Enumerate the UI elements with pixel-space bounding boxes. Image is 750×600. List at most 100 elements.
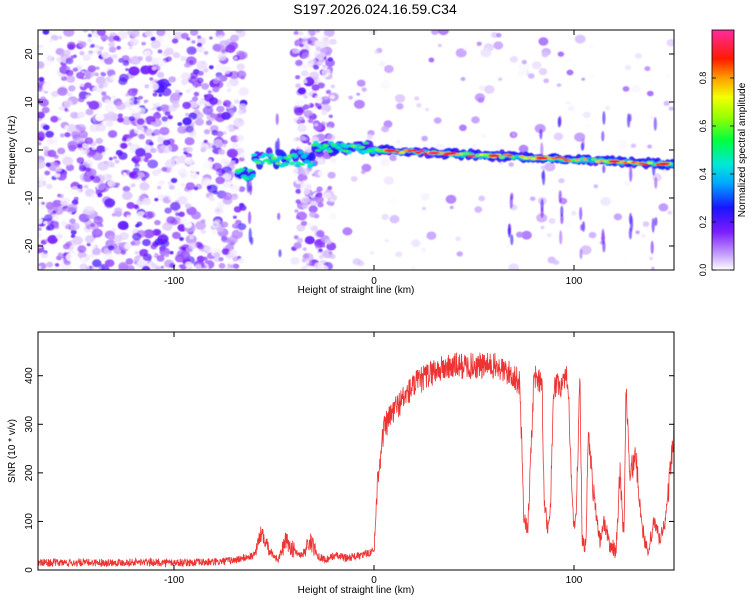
heatmap-cell bbox=[90, 223, 95, 228]
heatmap-cell bbox=[323, 95, 329, 100]
heatmap-cell bbox=[328, 114, 333, 119]
heatmap-cell bbox=[157, 234, 169, 244]
heatmap-cell bbox=[201, 83, 210, 90]
heatmap-cell bbox=[105, 259, 115, 267]
heatmap-cell bbox=[186, 46, 197, 55]
heatmap-cell bbox=[238, 87, 249, 96]
heatmap-cell bbox=[53, 224, 60, 230]
heatmap-cell bbox=[293, 235, 299, 240]
heatmap-cell bbox=[301, 52, 310, 59]
heatmap-cell bbox=[305, 110, 313, 117]
heatmap-cell bbox=[542, 169, 546, 186]
heatmap-cell bbox=[122, 191, 133, 201]
heatmap-cell bbox=[534, 123, 546, 134]
heatmap-cell bbox=[117, 220, 129, 230]
heatmap-cell bbox=[214, 219, 221, 225]
heatmap-cell bbox=[144, 128, 154, 136]
heatmap-cell bbox=[83, 159, 94, 169]
heatmap-cell bbox=[323, 144, 329, 147]
heatmap-cell bbox=[226, 148, 238, 158]
heatmap-cell bbox=[617, 140, 628, 149]
heatmap-cell bbox=[46, 261, 54, 268]
heatmap-cell bbox=[316, 186, 323, 192]
heatmap-cell bbox=[290, 257, 300, 265]
heatmap-cell bbox=[185, 234, 197, 244]
heatmap-cell bbox=[66, 41, 76, 50]
heatmap-cell bbox=[356, 79, 366, 87]
heatmap-cell bbox=[77, 184, 83, 190]
heatmap-cell bbox=[196, 42, 203, 47]
heatmap-cell bbox=[558, 190, 562, 204]
heatmap-cell bbox=[186, 37, 191, 41]
heatmap-cell bbox=[181, 79, 188, 86]
heatmap-cell bbox=[81, 197, 87, 202]
heatmap-cell bbox=[540, 225, 545, 230]
heatmap-cell bbox=[130, 30, 140, 38]
heatmap-cell bbox=[221, 111, 231, 120]
heatmap-cell bbox=[263, 159, 269, 162]
heatmap-cell bbox=[38, 159, 46, 169]
heatmap-cell bbox=[575, 158, 581, 161]
heatmap-cell bbox=[275, 162, 281, 165]
heatmap-cell bbox=[161, 166, 168, 172]
heatmap-cell bbox=[92, 259, 102, 268]
heatmap-cell bbox=[233, 117, 245, 127]
heatmap-cell bbox=[235, 30, 244, 34]
heatmap-cell bbox=[138, 95, 143, 100]
heatmap-cell bbox=[225, 82, 232, 88]
heatmap-cell bbox=[230, 193, 239, 200]
heatmap-cell bbox=[66, 123, 77, 133]
heatmap-cell bbox=[293, 30, 299, 36]
heatmap-cell bbox=[38, 136, 44, 142]
heatmap-cell bbox=[43, 221, 48, 225]
heatmap-cell bbox=[87, 51, 93, 57]
x-tick-label: 100 bbox=[566, 575, 583, 586]
heatmap-cell bbox=[456, 251, 463, 257]
heatmap-cell bbox=[666, 75, 671, 79]
heatmap-cell bbox=[666, 39, 674, 47]
heatmap-cell bbox=[311, 143, 317, 147]
heatmap-cell bbox=[297, 124, 307, 133]
heatmap-cell bbox=[350, 176, 358, 182]
heatmap-cell bbox=[247, 168, 253, 172]
heatmap-cell bbox=[477, 97, 485, 103]
heatmap-cell bbox=[148, 141, 154, 146]
heatmap-cell bbox=[103, 56, 114, 65]
spectrogram-x-label: Height of straight line (km) bbox=[298, 285, 415, 296]
heatmap-cell bbox=[480, 48, 492, 58]
heatmap-cell bbox=[195, 112, 204, 119]
heatmap-cell bbox=[95, 113, 105, 122]
heatmap-cell bbox=[553, 260, 560, 265]
heatmap-cell bbox=[106, 160, 114, 168]
heatmap-cell bbox=[384, 239, 389, 243]
x-tick-label: -100 bbox=[164, 575, 184, 586]
heatmap-cell bbox=[315, 245, 320, 250]
heatmap-cell bbox=[66, 75, 76, 83]
heatmap-cell bbox=[647, 144, 653, 149]
heatmap-cell bbox=[101, 51, 110, 59]
heatmap-cell bbox=[395, 251, 403, 258]
heatmap-cell bbox=[228, 249, 238, 258]
heatmap-cell bbox=[553, 132, 564, 141]
heatmap-cell bbox=[148, 82, 159, 91]
heatmap-cell bbox=[84, 82, 92, 89]
heatmap-cell bbox=[120, 250, 127, 255]
heatmap-cell bbox=[52, 210, 57, 214]
heatmap-cell bbox=[226, 88, 232, 93]
heatmap-cell bbox=[136, 118, 145, 125]
heatmap-cell bbox=[78, 41, 87, 48]
heatmap-cell bbox=[519, 155, 525, 158]
heatmap-cell bbox=[541, 51, 549, 58]
heatmap-cell bbox=[445, 194, 457, 204]
heatmap-cell bbox=[111, 95, 118, 100]
heatmap-cell bbox=[410, 265, 417, 270]
heatmap-cell bbox=[97, 222, 103, 227]
heatmap-cell bbox=[399, 151, 405, 154]
heatmap-cell bbox=[160, 104, 170, 112]
heatmap-cell bbox=[293, 242, 302, 249]
heatmap-cell bbox=[259, 160, 265, 165]
heatmap-cell bbox=[193, 91, 200, 97]
heatmap-cell bbox=[221, 236, 230, 243]
heatmap-cell bbox=[136, 79, 145, 87]
heatmap-cell bbox=[125, 68, 129, 72]
